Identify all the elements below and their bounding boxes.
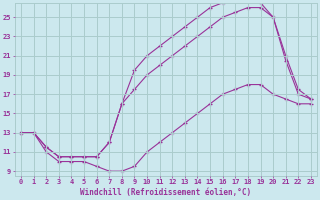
X-axis label: Windchill (Refroidissement éolien,°C): Windchill (Refroidissement éolien,°C) (80, 188, 252, 197)
